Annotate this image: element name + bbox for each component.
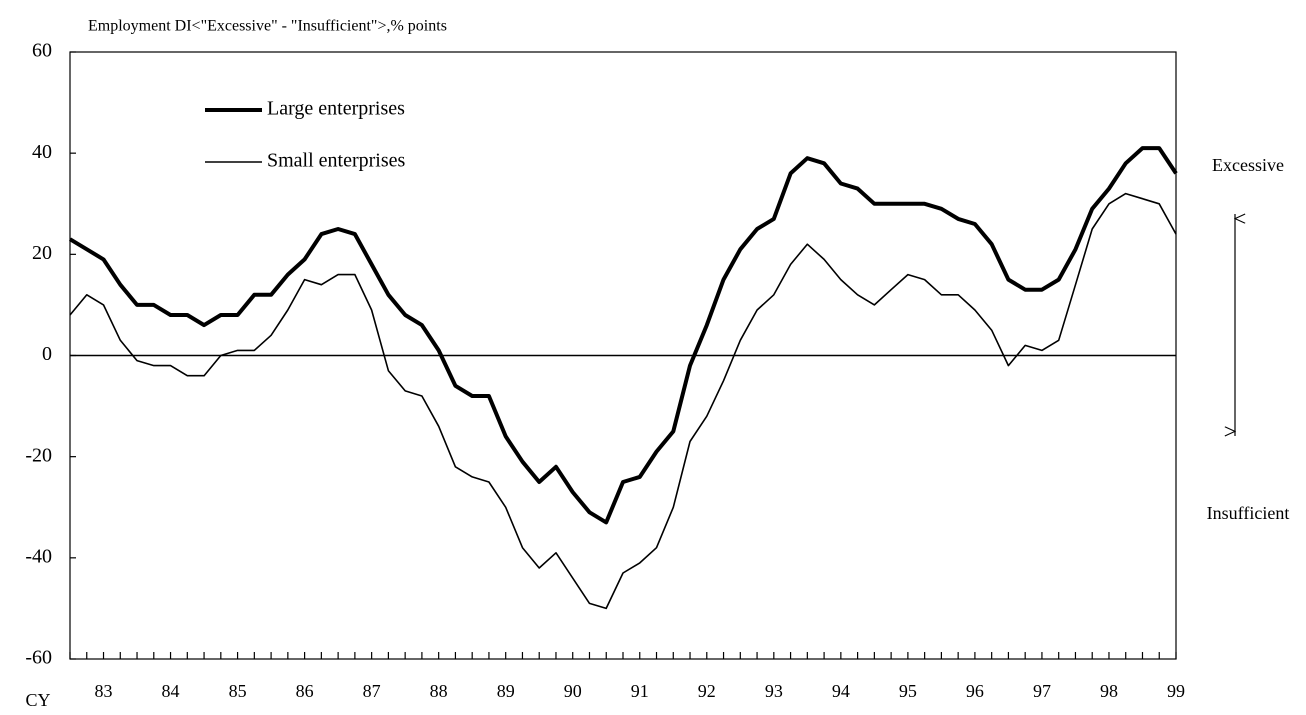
x-tick-label: 89 (497, 681, 515, 701)
y-tick-label: 60 (32, 40, 52, 62)
x-tick-label: 93 (765, 681, 783, 701)
y-tick-label: 20 (32, 242, 52, 264)
x-tick-label: 97 (1033, 681, 1051, 701)
x-tick-label: 83 (95, 681, 113, 701)
legend-label: Large enterprises (267, 98, 405, 120)
x-tick-label: 87 (363, 681, 381, 701)
y-tick-label: 40 (32, 141, 52, 163)
x-tick-label: 98 (1100, 681, 1118, 701)
legend-label: Small enterprises (267, 150, 406, 172)
x-tick-label: 85 (229, 681, 247, 701)
y-tick-label: -60 (25, 647, 52, 669)
y-tick-label: -20 (25, 444, 52, 466)
x-tick-label: 94 (832, 681, 850, 701)
chart-title: Employment DI<"Excessive" - "Insufficien… (88, 18, 447, 35)
annotation: Excessive (1212, 155, 1284, 175)
x-tick-label: 88 (430, 681, 448, 701)
x-tick-label: 91 (631, 681, 649, 701)
x-tick-label: 95 (899, 681, 917, 701)
y-tick-label: -40 (25, 545, 52, 567)
series-line (68, 146, 1178, 525)
series-line (69, 192, 1177, 610)
x-tick-label: 99 (1167, 681, 1185, 701)
x-tick-label: 96 (966, 681, 984, 701)
x-tick-label: 86 (296, 681, 314, 701)
annotation: Insufficient (1207, 503, 1290, 523)
x-axis-label: CY (25, 690, 50, 710)
x-tick-label: 84 (162, 681, 180, 701)
y-tick-label: 0 (42, 343, 52, 365)
x-tick-label: 92 (698, 681, 716, 701)
x-tick-label: 90 (564, 681, 582, 701)
